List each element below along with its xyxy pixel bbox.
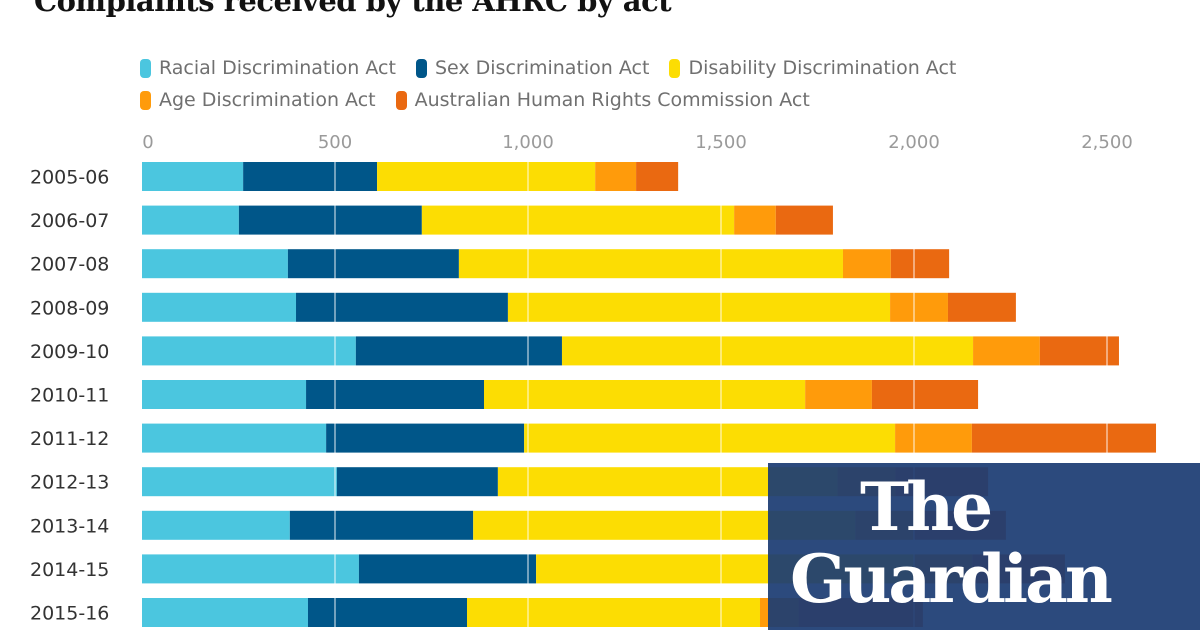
- bar-segment-disability-discrimination-act: [507, 292, 891, 322]
- guardian-logo: The Guardian: [768, 463, 1200, 630]
- category-label: 2005-06: [30, 167, 109, 189]
- bar-segment-age-discrimination-act: [805, 380, 872, 409]
- bar-segment-age-discrimination-act: [595, 162, 637, 191]
- x-tick-label: 2,000: [888, 132, 940, 153]
- bar-segment-racial-discrimination-act: [142, 336, 356, 366]
- bar-segment-australian-human-rights-commission-act: [890, 249, 950, 279]
- category-label: 2013-14: [30, 515, 109, 537]
- bar-segment-australian-human-rights-commission-act: [636, 162, 679, 191]
- category-label: 2009-10: [30, 341, 109, 363]
- legend-item: Racial Discrimination Act: [140, 56, 396, 80]
- category-label: 2010-11: [30, 385, 109, 407]
- bar-segment-australian-human-rights-commission-act: [1039, 336, 1119, 366]
- bar-segment-racial-discrimination-act: [142, 205, 239, 235]
- bar-segment-disability-discrimination-act: [377, 162, 596, 191]
- category-label: 2014-15: [30, 559, 109, 581]
- bar-segment-sex-discrimination-act: [287, 249, 459, 279]
- bar-segment-sex-discrimination-act: [336, 467, 498, 497]
- bar-segment-disability-discrimination-act: [458, 249, 843, 279]
- bar-segment-australian-human-rights-commission-act: [971, 423, 1157, 453]
- legend-row-1: Racial Discrimination Act Sex Discrimina…: [140, 56, 956, 80]
- bar-segment-disability-discrimination-act: [524, 423, 896, 453]
- bar-segment-racial-discrimination-act: [142, 292, 297, 322]
- legend-swatch: [140, 90, 151, 110]
- bar-segment-sex-discrimination-act: [358, 554, 537, 584]
- legend-item: Age Discrimination Act: [140, 88, 376, 112]
- bar-segment-sex-discrimination-act: [307, 598, 468, 627]
- bar-segment-sex-discrimination-act: [238, 205, 422, 235]
- bar-segment-sex-discrimination-act: [326, 423, 525, 453]
- bar-segment-disability-discrimination-act: [421, 205, 735, 235]
- bar-segment-racial-discrimination-act: [142, 598, 308, 627]
- category-label: 2008-09: [30, 297, 109, 319]
- bar-segment-racial-discrimination-act: [142, 249, 288, 279]
- bar-segment-age-discrimination-act: [890, 292, 948, 322]
- legend-swatch: [140, 58, 151, 78]
- bar-segment-racial-discrimination-act: [142, 162, 244, 191]
- x-tick-label: 500: [318, 132, 352, 153]
- x-tick-label: 1,500: [695, 132, 747, 153]
- bar-segment-racial-discrimination-act: [142, 510, 290, 540]
- x-tick-label: 1,000: [502, 132, 554, 153]
- legend-label: Disability Discrimination Act: [688, 57, 957, 79]
- category-label: 2011-12: [30, 428, 109, 450]
- x-tick-label: 2,500: [1081, 132, 1133, 153]
- legend-swatch: [395, 90, 407, 110]
- bar-segment-age-discrimination-act: [734, 205, 776, 235]
- bar-segment-sex-discrimination-act: [243, 162, 378, 191]
- x-tick-label: 0: [142, 132, 153, 153]
- bar-segment-racial-discrimination-act: [142, 423, 327, 453]
- bar-segment-age-discrimination-act: [973, 336, 1040, 366]
- bar-segment-sex-discrimination-act: [355, 336, 562, 366]
- bar-segment-racial-discrimination-act: [142, 554, 359, 584]
- bar-segment-racial-discrimination-act: [142, 467, 337, 497]
- legend-item: Australian Human Rights Commission Act: [395, 88, 810, 112]
- bar-segment-disability-discrimination-act: [467, 598, 760, 627]
- bar-segment-australian-human-rights-commission-act: [775, 205, 833, 235]
- legend-item: Disability Discrimination Act: [669, 56, 956, 80]
- bar-segment-sex-discrimination-act: [296, 292, 508, 322]
- legend-label: Racial Discrimination Act: [159, 57, 396, 79]
- category-label: 2012-13: [30, 472, 109, 494]
- category-label: 2006-07: [30, 210, 109, 232]
- chart-title: Complaints received by the AHRC by act: [34, 0, 672, 18]
- bar-segment-australian-human-rights-commission-act: [871, 380, 979, 409]
- bar-segment-age-discrimination-act: [842, 249, 891, 279]
- legend-label: Age Discrimination Act: [159, 89, 376, 111]
- bar-segment-australian-human-rights-commission-act: [947, 292, 1016, 322]
- bar-segment-sex-discrimination-act: [289, 510, 474, 540]
- bar-segment-age-discrimination-act: [895, 423, 972, 453]
- legend-swatch: [415, 58, 427, 78]
- bar-segment-disability-discrimination-act: [483, 380, 806, 409]
- legend-swatch: [669, 58, 681, 78]
- logo-line-1: The: [860, 468, 993, 546]
- bar-segment-racial-discrimination-act: [142, 380, 307, 409]
- category-label: 2015-16: [30, 603, 109, 625]
- bar-segment-disability-discrimination-act: [561, 336, 974, 366]
- legend-row-2: Age Discrimination Act Australian Human …: [140, 88, 810, 112]
- legend-label: Australian Human Rights Commission Act: [414, 89, 810, 111]
- category-label: 2007-08: [30, 254, 109, 276]
- logo-line-2: Guardian: [790, 540, 1113, 618]
- legend-item: Sex Discrimination Act: [415, 56, 650, 80]
- bar-segment-sex-discrimination-act: [306, 380, 484, 409]
- legend-label: Sex Discrimination Act: [434, 57, 650, 79]
